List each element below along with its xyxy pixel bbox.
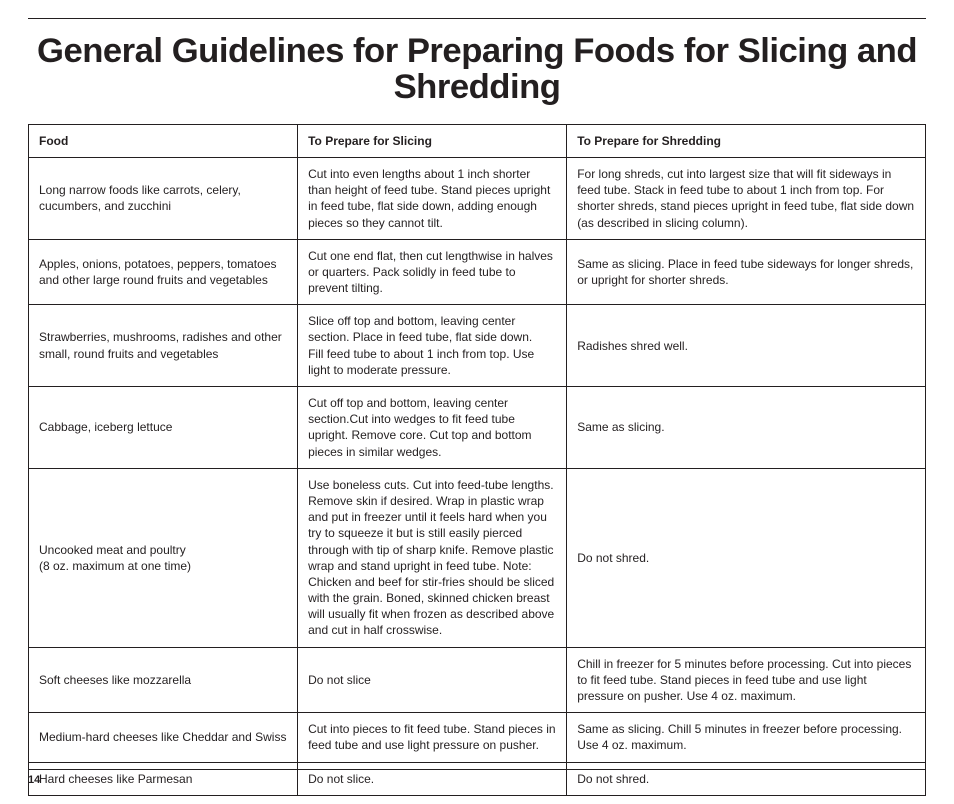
cell-shredding: Same as slicing. Place in feed tube side…: [567, 239, 926, 305]
table-row: Cabbage, iceberg lettuce Cut off top and…: [29, 387, 926, 469]
cell-slicing: Use boneless cuts. Cut into feed-tube le…: [298, 468, 567, 647]
table-body: Long narrow foods like carrots, celery, …: [29, 157, 926, 795]
col-shredding: To Prepare for Shredding: [567, 124, 926, 157]
top-rule: [28, 18, 926, 19]
cell-shredding: Same as slicing. Chill 5 minutes in free…: [567, 713, 926, 762]
cell-food: Apples, onions, potatoes, peppers, tomat…: [29, 239, 298, 305]
cell-shredding: Same as slicing.: [567, 387, 926, 469]
cell-shredding: Chill in freezer for 5 minutes before pr…: [567, 647, 926, 713]
col-food: Food: [29, 124, 298, 157]
table-row: Medium-hard cheeses like Cheddar and Swi…: [29, 713, 926, 762]
cell-slicing: Do not slice: [298, 647, 567, 713]
document-page: General Guidelines for Preparing Foods f…: [0, 18, 954, 804]
table-row: Long narrow foods like carrots, celery, …: [29, 157, 926, 239]
cell-slicing: Cut into even lengths about 1 inch short…: [298, 157, 567, 239]
cell-shredding: Do not shred.: [567, 468, 926, 647]
cell-food: Long narrow foods like carrots, celery, …: [29, 157, 298, 239]
cell-food: Soft cheeses like mozzarella: [29, 647, 298, 713]
cell-shredding: For long shreds, cut into largest size t…: [567, 157, 926, 239]
cell-slicing: Cut into pieces to fit feed tube. Stand …: [298, 713, 567, 762]
cell-food: Cabbage, iceberg lettuce: [29, 387, 298, 469]
table-row: Apples, onions, potatoes, peppers, tomat…: [29, 239, 926, 305]
cell-food: Medium-hard cheeses like Cheddar and Swi…: [29, 713, 298, 762]
table-row: Soft cheeses like mozzarella Do not slic…: [29, 647, 926, 713]
table-row: Uncooked meat and poultry (8 oz. maximum…: [29, 468, 926, 647]
cell-slicing: Slice off top and bottom, leaving center…: [298, 305, 567, 387]
cell-slicing: Cut one end flat, then cut lengthwise in…: [298, 239, 567, 305]
cell-food: Uncooked meat and poultry (8 oz. maximum…: [29, 468, 298, 647]
cell-shredding: Radishes shred well.: [567, 305, 926, 387]
preparation-table: Food To Prepare for Slicing To Prepare f…: [28, 124, 926, 796]
page-title: General Guidelines for Preparing Foods f…: [28, 33, 926, 106]
page-footer: 14: [28, 769, 926, 786]
page-number: 14: [28, 774, 40, 786]
cell-slicing: Cut off top and bottom, leaving center s…: [298, 387, 567, 469]
cell-food: Strawberries, mushrooms, radishes and ot…: [29, 305, 298, 387]
col-slicing: To Prepare for Slicing: [298, 124, 567, 157]
table-header-row: Food To Prepare for Slicing To Prepare f…: [29, 124, 926, 157]
table-row: Strawberries, mushrooms, radishes and ot…: [29, 305, 926, 387]
